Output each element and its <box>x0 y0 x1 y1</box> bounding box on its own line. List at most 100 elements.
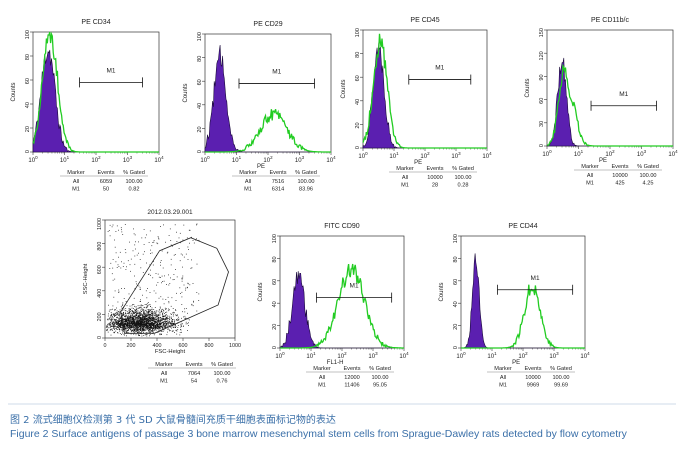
event-point <box>143 244 145 245</box>
event-point <box>155 301 157 303</box>
event-point <box>110 326 112 327</box>
event-point <box>157 326 158 328</box>
event-point <box>169 321 171 323</box>
event-point <box>143 312 145 314</box>
event-point <box>171 324 173 326</box>
event-point <box>127 315 129 317</box>
event-point <box>109 317 110 319</box>
event-point <box>156 284 157 286</box>
event-point <box>159 333 161 335</box>
stats-cell: M1 <box>401 183 409 189</box>
event-point <box>107 323 108 325</box>
event-point <box>139 319 141 321</box>
event-point <box>166 322 167 324</box>
event-point <box>154 312 156 314</box>
event-point <box>144 320 145 322</box>
event-point <box>154 324 156 326</box>
event-point <box>148 273 150 275</box>
event-point <box>153 317 154 319</box>
event-point <box>129 312 131 314</box>
event-point <box>159 307 161 309</box>
event-point <box>191 236 192 238</box>
event-point <box>112 308 113 310</box>
event-point <box>106 325 107 327</box>
event-point <box>162 321 163 323</box>
event-point <box>170 277 171 279</box>
event-point <box>147 309 149 311</box>
event-point <box>143 321 145 323</box>
event-point <box>150 321 152 323</box>
event-point <box>114 318 115 320</box>
event-point <box>122 315 124 316</box>
event-point <box>173 274 175 275</box>
event-point <box>123 323 125 325</box>
event-point <box>116 321 118 323</box>
event-point <box>116 320 118 321</box>
event-point <box>113 327 114 329</box>
event-point <box>146 262 147 264</box>
event-point <box>146 322 147 324</box>
event-point <box>153 319 155 321</box>
event-point <box>127 320 129 321</box>
event-point <box>156 323 158 325</box>
event-point <box>113 326 114 327</box>
stats-header: Events <box>185 362 202 368</box>
event-point <box>123 322 125 324</box>
event-point <box>171 314 172 315</box>
event-point <box>150 317 152 319</box>
event-point <box>133 320 135 322</box>
event-point <box>137 332 139 333</box>
event-point <box>145 315 146 317</box>
chart-title: PE CD45 <box>410 17 439 24</box>
event-point <box>155 292 157 294</box>
event-point <box>162 313 163 314</box>
event-point <box>157 315 158 317</box>
event-point <box>116 314 118 316</box>
event-point <box>130 329 132 331</box>
event-point <box>107 331 109 333</box>
event-point <box>141 318 142 320</box>
y-tick-label: 60 <box>539 98 545 104</box>
event-point <box>147 322 149 323</box>
x-tick-label: 103 <box>549 351 559 360</box>
event-point <box>151 325 153 326</box>
event-point <box>161 330 163 332</box>
event-point <box>149 327 151 328</box>
event-point <box>143 319 145 320</box>
x-tick-label: 102 <box>518 351 528 360</box>
event-point <box>130 319 132 320</box>
event-point <box>123 308 125 310</box>
event-point <box>139 326 141 328</box>
event-point <box>160 326 162 328</box>
event-point <box>142 316 143 317</box>
event-point <box>117 329 118 330</box>
x-tick-label: 100 <box>28 155 38 164</box>
event-point <box>127 318 129 320</box>
event-point <box>118 325 119 326</box>
event-point <box>152 315 154 316</box>
stats-cell: M1 <box>586 181 594 187</box>
event-point <box>119 251 121 253</box>
event-point <box>114 315 116 317</box>
event-point <box>137 328 138 329</box>
event-point <box>127 325 129 326</box>
event-point <box>153 330 155 331</box>
event-point <box>141 325 143 327</box>
event-point <box>153 261 154 262</box>
event-point <box>168 235 170 236</box>
y-tick-label: 40 <box>453 301 459 307</box>
event-point <box>157 322 159 324</box>
y-tick-label: 0 <box>25 150 31 153</box>
scatter-points <box>105 223 200 337</box>
event-point <box>115 313 116 314</box>
event-point <box>189 242 190 244</box>
event-point <box>165 315 166 317</box>
event-point <box>134 275 135 277</box>
event-point <box>148 314 149 315</box>
event-point <box>114 320 116 322</box>
event-point <box>121 317 123 318</box>
event-point <box>162 318 164 320</box>
event-point <box>145 323 147 324</box>
event-point <box>146 310 147 312</box>
event-point <box>136 317 138 318</box>
